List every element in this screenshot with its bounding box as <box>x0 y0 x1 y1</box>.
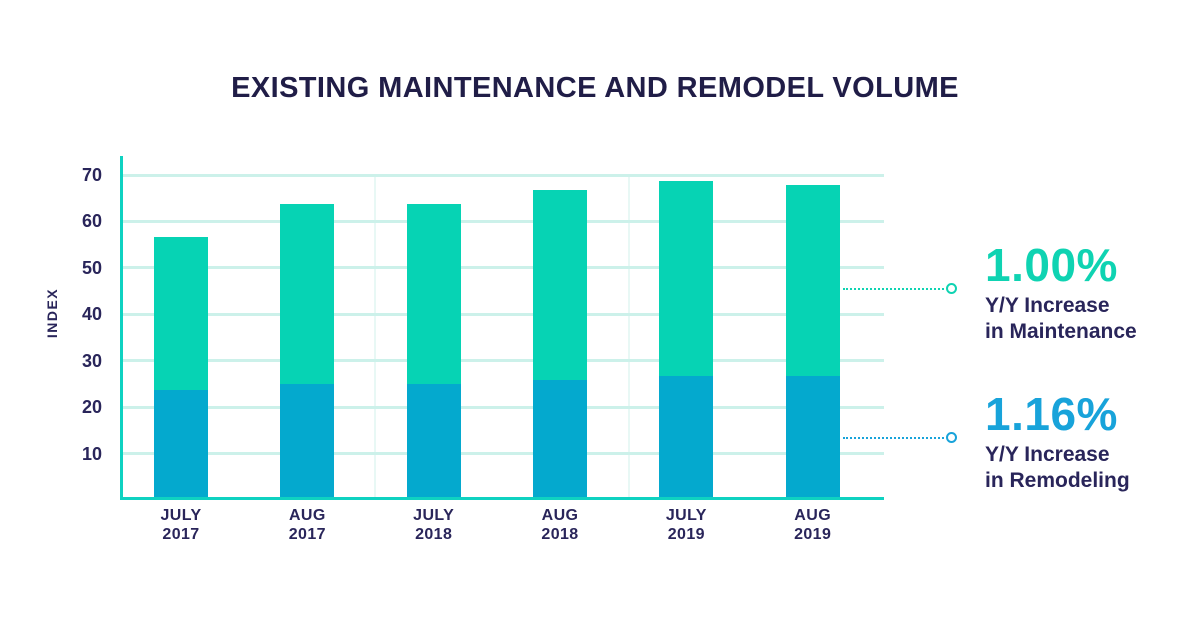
y-axis-line <box>120 156 123 500</box>
x-axis-label-line: 2019 <box>667 526 705 543</box>
x-axis-label-line: 2018 <box>415 526 453 543</box>
leader-circle-maintenance <box>946 283 957 294</box>
remodeling-percent-value: 1.16% <box>985 388 1118 440</box>
y-tick-label-20: 20 <box>81 397 102 418</box>
x-axis-label-1: AUG 2017 <box>244 506 370 544</box>
gridline-20 <box>123 405 884 409</box>
bar-group-july-2019 <box>659 180 714 500</box>
y-tick-label-10: 10 <box>81 443 102 464</box>
callout-remodeling: 1.16% Y/Y Increase in Remodeling <box>985 391 1200 494</box>
gridline-10 <box>123 452 884 456</box>
x-axis-label-line: JULY <box>160 507 202 524</box>
x-axis-label-line: 2018 <box>541 526 579 543</box>
bar-group-july-2018 <box>406 204 461 500</box>
x-axis-label-line: JULY <box>665 507 707 524</box>
gridline-30 <box>123 359 884 363</box>
maintenance-percent-value: 1.00% <box>985 239 1118 291</box>
bar-segment-maintenance <box>154 236 208 390</box>
y-tick-label-70: 70 <box>81 165 102 185</box>
x-axis-line <box>120 497 884 500</box>
gridline-70 <box>123 173 884 177</box>
leader-circle-remodeling <box>946 432 957 443</box>
x-axis-label-line: AUG <box>794 507 832 524</box>
gridline-60 <box>123 219 884 223</box>
x-axis-label-3: AUG 2018 <box>497 506 623 544</box>
x-axis-label-line: AUG <box>288 507 326 524</box>
vertical-gridline <box>374 175 376 500</box>
bar-segment-maintenance <box>533 189 588 381</box>
bar-segment-maintenance <box>659 180 714 377</box>
leader-line-maintenance <box>843 288 944 290</box>
x-axis-label-0: JULY 2017 <box>118 506 244 544</box>
remodeling-callout-line1: Y/Y Increase <box>985 443 1110 466</box>
x-axis-label-5: AUG 2019 <box>750 506 876 544</box>
plot-area <box>123 173 884 500</box>
remodeling-callout-line2: in Remodeling <box>985 469 1130 492</box>
bar-group-aug-2018 <box>533 189 588 500</box>
callout-maintenance: 1.00% Y/Y Increase in Maintenance <box>985 242 1200 345</box>
bar-group-july-2017 <box>154 236 208 500</box>
x-axis-label-line: 2017 <box>162 526 200 543</box>
x-axis-label-4: JULY 2019 <box>623 506 749 544</box>
bar-group-aug-2017 <box>280 204 335 500</box>
bar-group-aug-2019 <box>785 185 840 500</box>
vertical-gridline <box>628 175 630 500</box>
x-axis-label-line: 2017 <box>288 526 326 543</box>
x-axis-label-line: JULY <box>413 507 455 524</box>
bar-segment-remodeling <box>280 384 335 500</box>
bar-segment-maintenance <box>280 204 335 385</box>
maintenance-callout-line1: Y/Y Increase <box>985 294 1110 317</box>
bar-segment-remodeling <box>154 389 208 500</box>
maintenance-callout-line2: in Maintenance <box>985 320 1137 343</box>
chart-title: EXISTING MAINTENANCE AND REMODEL VOLUME <box>231 72 959 104</box>
bar-segment-remodeling <box>533 380 588 500</box>
x-axis-label-line: AUG <box>541 507 579 524</box>
bar-segment-remodeling <box>406 384 461 500</box>
y-tick-label-60: 60 <box>81 211 102 232</box>
gridline-40 <box>123 312 884 316</box>
bar-segment-remodeling <box>659 376 714 500</box>
bar-segment-remodeling <box>785 376 840 500</box>
y-tick-label-40: 40 <box>81 304 102 325</box>
leader-line-remodeling <box>843 437 944 439</box>
y-tick-label-50: 50 <box>81 257 102 278</box>
x-axis-label-line: 2019 <box>794 526 832 543</box>
bar-segment-maintenance <box>785 185 840 377</box>
y-tick-label-30: 30 <box>81 350 102 371</box>
x-axis-label-2: JULY 2018 <box>371 506 497 544</box>
gridline-50 <box>123 266 884 270</box>
bar-segment-maintenance <box>406 204 461 385</box>
